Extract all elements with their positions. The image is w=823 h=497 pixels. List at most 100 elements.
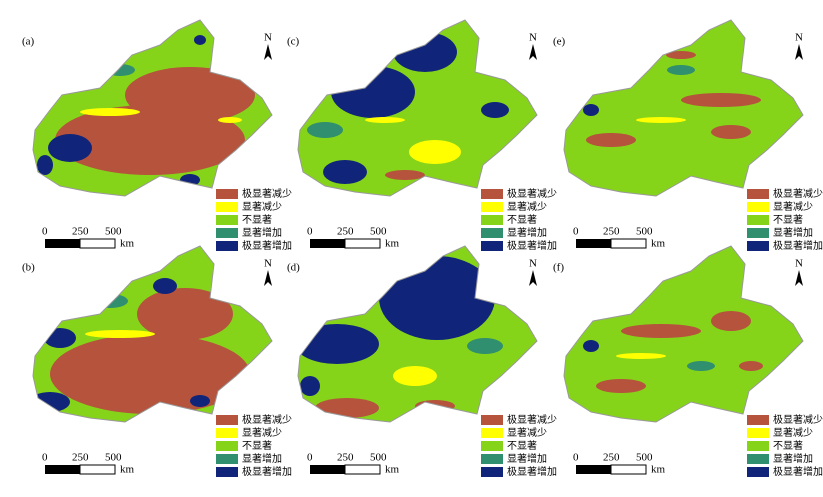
legend-swatch [481,241,503,251]
scale-white [344,238,381,249]
map-region [596,379,646,393]
map [564,20,803,196]
map-region [409,140,461,164]
map-region [583,340,599,352]
north-label: N [795,32,803,44]
legend-label: 极显著减少 [242,187,292,200]
map [298,20,537,196]
map-region [616,353,666,359]
north-arrow [529,44,537,60]
legend-label: 显著减少 [507,200,547,213]
map-region [481,102,509,118]
panel-label: (d) [287,262,300,274]
legend-label: 极显著增加 [507,465,557,478]
legend-swatch [747,202,769,212]
legend-swatch [747,454,769,464]
scale-label: 500 [636,452,653,464]
map-region [92,294,128,308]
map-region [137,288,233,340]
scale-label: 500 [105,226,122,238]
north-label: N [264,258,272,270]
legend-label: 极显著减少 [773,413,823,426]
scale-black [45,239,80,248]
north-label: N [795,258,803,270]
map-region [37,155,53,175]
map-region [667,65,695,75]
legend-label: 极显著减少 [773,187,823,200]
map-region [85,330,155,338]
map-region [190,395,210,407]
scale-unit: km [651,238,666,250]
map-region [48,134,92,162]
panel-label: (b) [22,262,35,274]
map-region [307,122,343,138]
map-outline [563,245,804,423]
legend-label: 极显著减少 [507,413,557,426]
legend-swatch [747,428,769,438]
legend-label: 不显著 [507,213,537,226]
scale-white [610,464,647,475]
scale-black [576,239,611,248]
scale-label: 0 [42,226,48,238]
legend-swatch [481,189,503,199]
legend-label: 显著增加 [242,452,282,465]
scale-unit: km [651,464,666,476]
legend-swatch [216,454,238,464]
scale-black [310,239,345,248]
legend-label: 不显著 [242,439,272,452]
scale-label: 250 [337,226,354,238]
legend-label: 显著减少 [773,200,813,213]
legend-label: 不显著 [242,213,272,226]
legend-swatch [747,215,769,225]
legend-label: 不显著 [773,213,803,226]
legend-swatch [481,202,503,212]
map-region [105,64,135,76]
legend-swatch [216,215,238,225]
panel-label: (e) [553,36,566,48]
scale-label: 500 [636,226,653,238]
map-region [33,392,70,412]
legend-swatch [747,189,769,199]
map-region [323,160,367,184]
scale-white [79,238,116,249]
map-region [80,108,140,116]
map-region [666,51,696,59]
map-region [415,400,455,412]
scale-label: 500 [370,452,387,464]
legend-swatch [481,415,503,425]
panel-label: (f) [553,262,564,274]
map [564,246,803,422]
map [33,20,272,196]
map-fill [564,20,803,196]
legend-swatch [747,415,769,425]
legend-swatch [481,441,503,451]
map-region [153,278,177,294]
legend-label: 显著增加 [242,226,282,239]
map-region [218,117,242,123]
legend-label: 显著增加 [507,226,547,239]
scale-white [344,464,381,475]
legend-label: 极显著增加 [773,239,823,252]
map-outline [32,245,273,423]
map-region [681,93,761,107]
map-region [583,104,599,116]
legend-swatch [481,428,503,438]
scale-black [576,465,611,474]
map-region [621,324,701,338]
map-region [711,311,751,331]
scale-label: 500 [370,226,387,238]
legend-swatch [216,467,238,477]
map-region [739,361,763,371]
legend-swatch [747,228,769,238]
map-region [385,170,425,180]
scale-unit: km [385,238,400,250]
map-region [298,324,379,364]
scale-unit: km [120,238,135,250]
scale-label: 0 [42,452,48,464]
map-region [125,67,255,123]
scale-label: 250 [337,452,354,464]
legend-label: 极显著减少 [242,413,292,426]
